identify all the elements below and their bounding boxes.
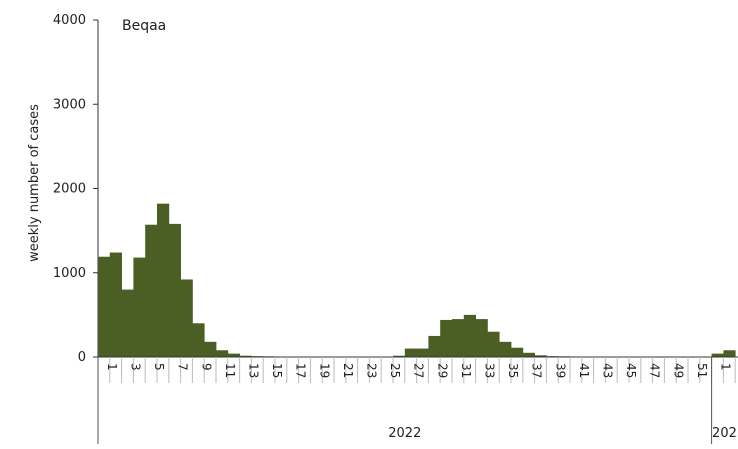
bar <box>121 289 134 357</box>
bar <box>216 350 229 357</box>
x-tick-label: 39 <box>553 363 567 378</box>
bar <box>180 279 193 357</box>
bar <box>499 341 512 357</box>
x-tick-label: 41 <box>577 363 591 378</box>
bar <box>192 323 205 357</box>
bar <box>393 355 406 357</box>
x-tick-label: 3 <box>129 363 143 371</box>
x-tick-label: 29 <box>435 363 449 378</box>
x-tick-label: 49 <box>671 363 685 378</box>
x-tick-label: 51 <box>695 363 709 378</box>
year-label: 2022 <box>388 426 421 441</box>
y-axis-label: weekly number of cases <box>27 104 42 262</box>
x-tick-label: 9 <box>199 363 213 371</box>
x-tick-label: 31 <box>459 363 473 378</box>
x-tick-label: 47 <box>648 363 662 378</box>
x-tick-label: 37 <box>530 363 544 378</box>
x-tick-label: 33 <box>483 363 497 378</box>
bar <box>204 341 217 357</box>
y-tick-label: 3000 <box>53 97 86 112</box>
bar <box>511 347 524 357</box>
bar <box>133 257 146 357</box>
y-axis: 0 1000 2000 3000 4000 <box>53 13 99 365</box>
bar <box>416 348 429 357</box>
x-tick-label: 25 <box>388 363 402 378</box>
year-label: 2023 <box>712 426 738 441</box>
x-tick-label: 21 <box>341 363 355 378</box>
bar <box>440 319 453 357</box>
x-tick-label: 1 <box>719 363 733 371</box>
y-tick-label: 0 <box>78 350 86 365</box>
x-tick-label: 27 <box>412 363 426 378</box>
x-tick-label: 19 <box>317 363 331 378</box>
x-tick-label: 11 <box>223 363 237 378</box>
bar <box>157 203 170 357</box>
bar <box>168 223 181 357</box>
bar <box>109 252 122 357</box>
x-tick-label: 13 <box>247 363 261 378</box>
bar <box>404 348 417 357</box>
x-tick-label: 7 <box>176 363 190 371</box>
x-tick-label: 45 <box>624 363 638 378</box>
bar <box>98 256 111 357</box>
y-tick-label: 1000 <box>53 266 86 281</box>
bar <box>227 353 240 357</box>
chart-title: Beqaa <box>122 18 166 34</box>
bar <box>522 352 535 357</box>
bar <box>475 319 488 357</box>
x-tick-label: 17 <box>294 363 308 378</box>
x-tick-label: 1 <box>105 363 119 371</box>
x-tick-label: 5 <box>152 363 166 371</box>
bar <box>145 224 158 357</box>
x-axis: 1 3 5 7 9 11 13 15 17 19 21 23 25 27 29 31 33 35 37 39 41 43 4… <box>97 356 738 444</box>
x-tick-label: 35 <box>506 363 520 378</box>
bar <box>428 335 441 357</box>
bar <box>452 319 465 357</box>
bar <box>534 355 547 357</box>
x-tick-label: 15 <box>270 363 284 378</box>
bar <box>239 355 252 357</box>
bars <box>98 203 736 357</box>
y-tick-label: 4000 <box>53 13 86 28</box>
x-tick-label: 23 <box>365 363 379 378</box>
bar <box>723 350 736 357</box>
bar <box>463 314 476 357</box>
y-tick-label: 2000 <box>53 182 86 197</box>
x-tick-label: 43 <box>601 363 615 378</box>
bar <box>711 353 724 357</box>
bar <box>487 331 500 357</box>
